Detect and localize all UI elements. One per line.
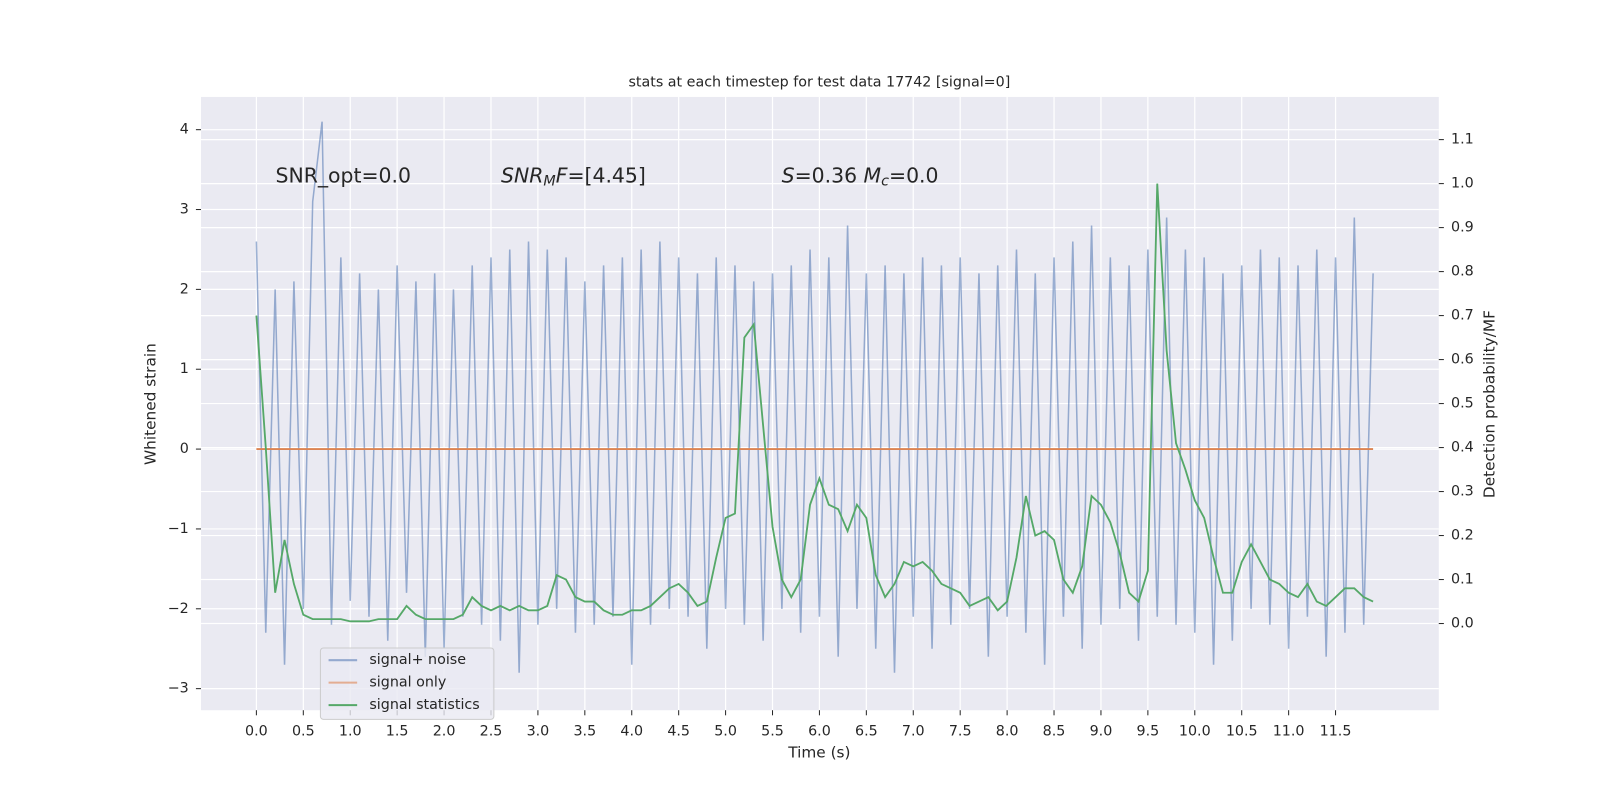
annotation-part: =0.36: [795, 164, 864, 188]
annotation: SNRMF=[4.45]: [501, 164, 646, 190]
y2-tick-label: 1.1: [1451, 132, 1474, 148]
annotation-part: =0.0: [889, 164, 939, 188]
legend-label: signal+ noise: [369, 652, 466, 668]
x-tick-label: 8.5: [1043, 724, 1066, 740]
x-tick-label: 1.5: [386, 724, 409, 740]
x-tick-label: 6.5: [855, 724, 878, 740]
x-tick-label: 5.0: [714, 724, 737, 740]
annotation-part: =[4.45]: [567, 164, 645, 188]
annotation-part: S: [782, 164, 795, 188]
x-tick-label: 10.0: [1179, 724, 1211, 740]
x-tick-label: 10.5: [1226, 724, 1258, 740]
y2-tick-label: 0.0: [1451, 616, 1474, 632]
y2-tick-label: 0.9: [1451, 220, 1474, 236]
y2-tick-label: 0.1: [1451, 572, 1474, 588]
y-tick-label: −3: [168, 681, 189, 697]
x-tick-label: 7.0: [902, 724, 925, 740]
x-tick-label: 5.5: [761, 724, 784, 740]
y-tick-label: 4: [180, 122, 189, 138]
y2-tick-label: 1.0: [1451, 176, 1474, 192]
legend: signal+ noise signal only signal statistic…: [319, 647, 495, 720]
x-tick-label: 4.0: [620, 724, 643, 740]
annotation-part: c: [881, 174, 889, 190]
y-tick-label: 0: [180, 441, 189, 457]
y2-tick-label: 0.2: [1451, 528, 1474, 544]
series-line: [255, 183, 1374, 623]
annotation: S=0.36 Mc=0.0: [782, 164, 939, 190]
x-tick-label: 8.0: [996, 724, 1019, 740]
y2-tick-label: 0.5: [1451, 396, 1474, 412]
x-tick-label: 0.0: [245, 724, 268, 740]
y2-tick-label: 0.4: [1451, 440, 1474, 456]
y-tick-label: −1: [168, 521, 189, 537]
x-tick-label: 2.0: [433, 724, 456, 740]
y2-tick-label: 0.8: [1451, 264, 1474, 280]
x-tick-label: 1.0: [339, 724, 362, 740]
annotation-part: SNR_opt=0.0: [276, 164, 412, 189]
annotation-part: M: [864, 164, 882, 188]
x-tick-label: 3.5: [573, 724, 596, 740]
annotation-part: F: [556, 164, 568, 188]
y2-tick-label: 0.7: [1451, 308, 1474, 324]
x-tick-label: 11.5: [1320, 724, 1352, 740]
annotation-part: SNR: [501, 164, 543, 188]
x-tick-label: 2.5: [480, 724, 503, 740]
legend-label: signal statistics: [369, 697, 479, 713]
series-line: [255, 121, 1374, 673]
y-axis-label: Whitened strain: [142, 343, 160, 465]
x-tick-label: 9.0: [1090, 724, 1113, 740]
annotation: SNR_opt=0.0: [276, 164, 412, 189]
y-tick-label: 1: [180, 361, 189, 377]
x-tick-label: 0.5: [292, 724, 315, 740]
x-tick-label: 3.0: [527, 724, 550, 740]
x-tick-label: 9.5: [1137, 724, 1160, 740]
x-tick-label: 7.5: [949, 724, 972, 740]
y2-axis-label: Detection probability/MF: [1480, 310, 1498, 498]
legend-label: signal only: [369, 675, 446, 691]
x-tick-label: 6.0: [808, 724, 831, 740]
x-axis-label: Time (s): [787, 744, 850, 762]
x-tick-label: 4.5: [667, 724, 690, 740]
y-tick-label: 2: [180, 281, 189, 297]
legend-box: [319, 647, 495, 720]
y-tick-label: 3: [180, 202, 189, 218]
y-tick-label: −2: [168, 601, 189, 617]
y2-tick-label: 0.6: [1451, 352, 1474, 368]
annotation-part: M: [543, 174, 555, 190]
y2-tick-label: 0.3: [1451, 484, 1474, 500]
chart-title: stats at each timestep for test data 177…: [628, 75, 1010, 91]
x-tick-label: 11.0: [1273, 724, 1305, 740]
